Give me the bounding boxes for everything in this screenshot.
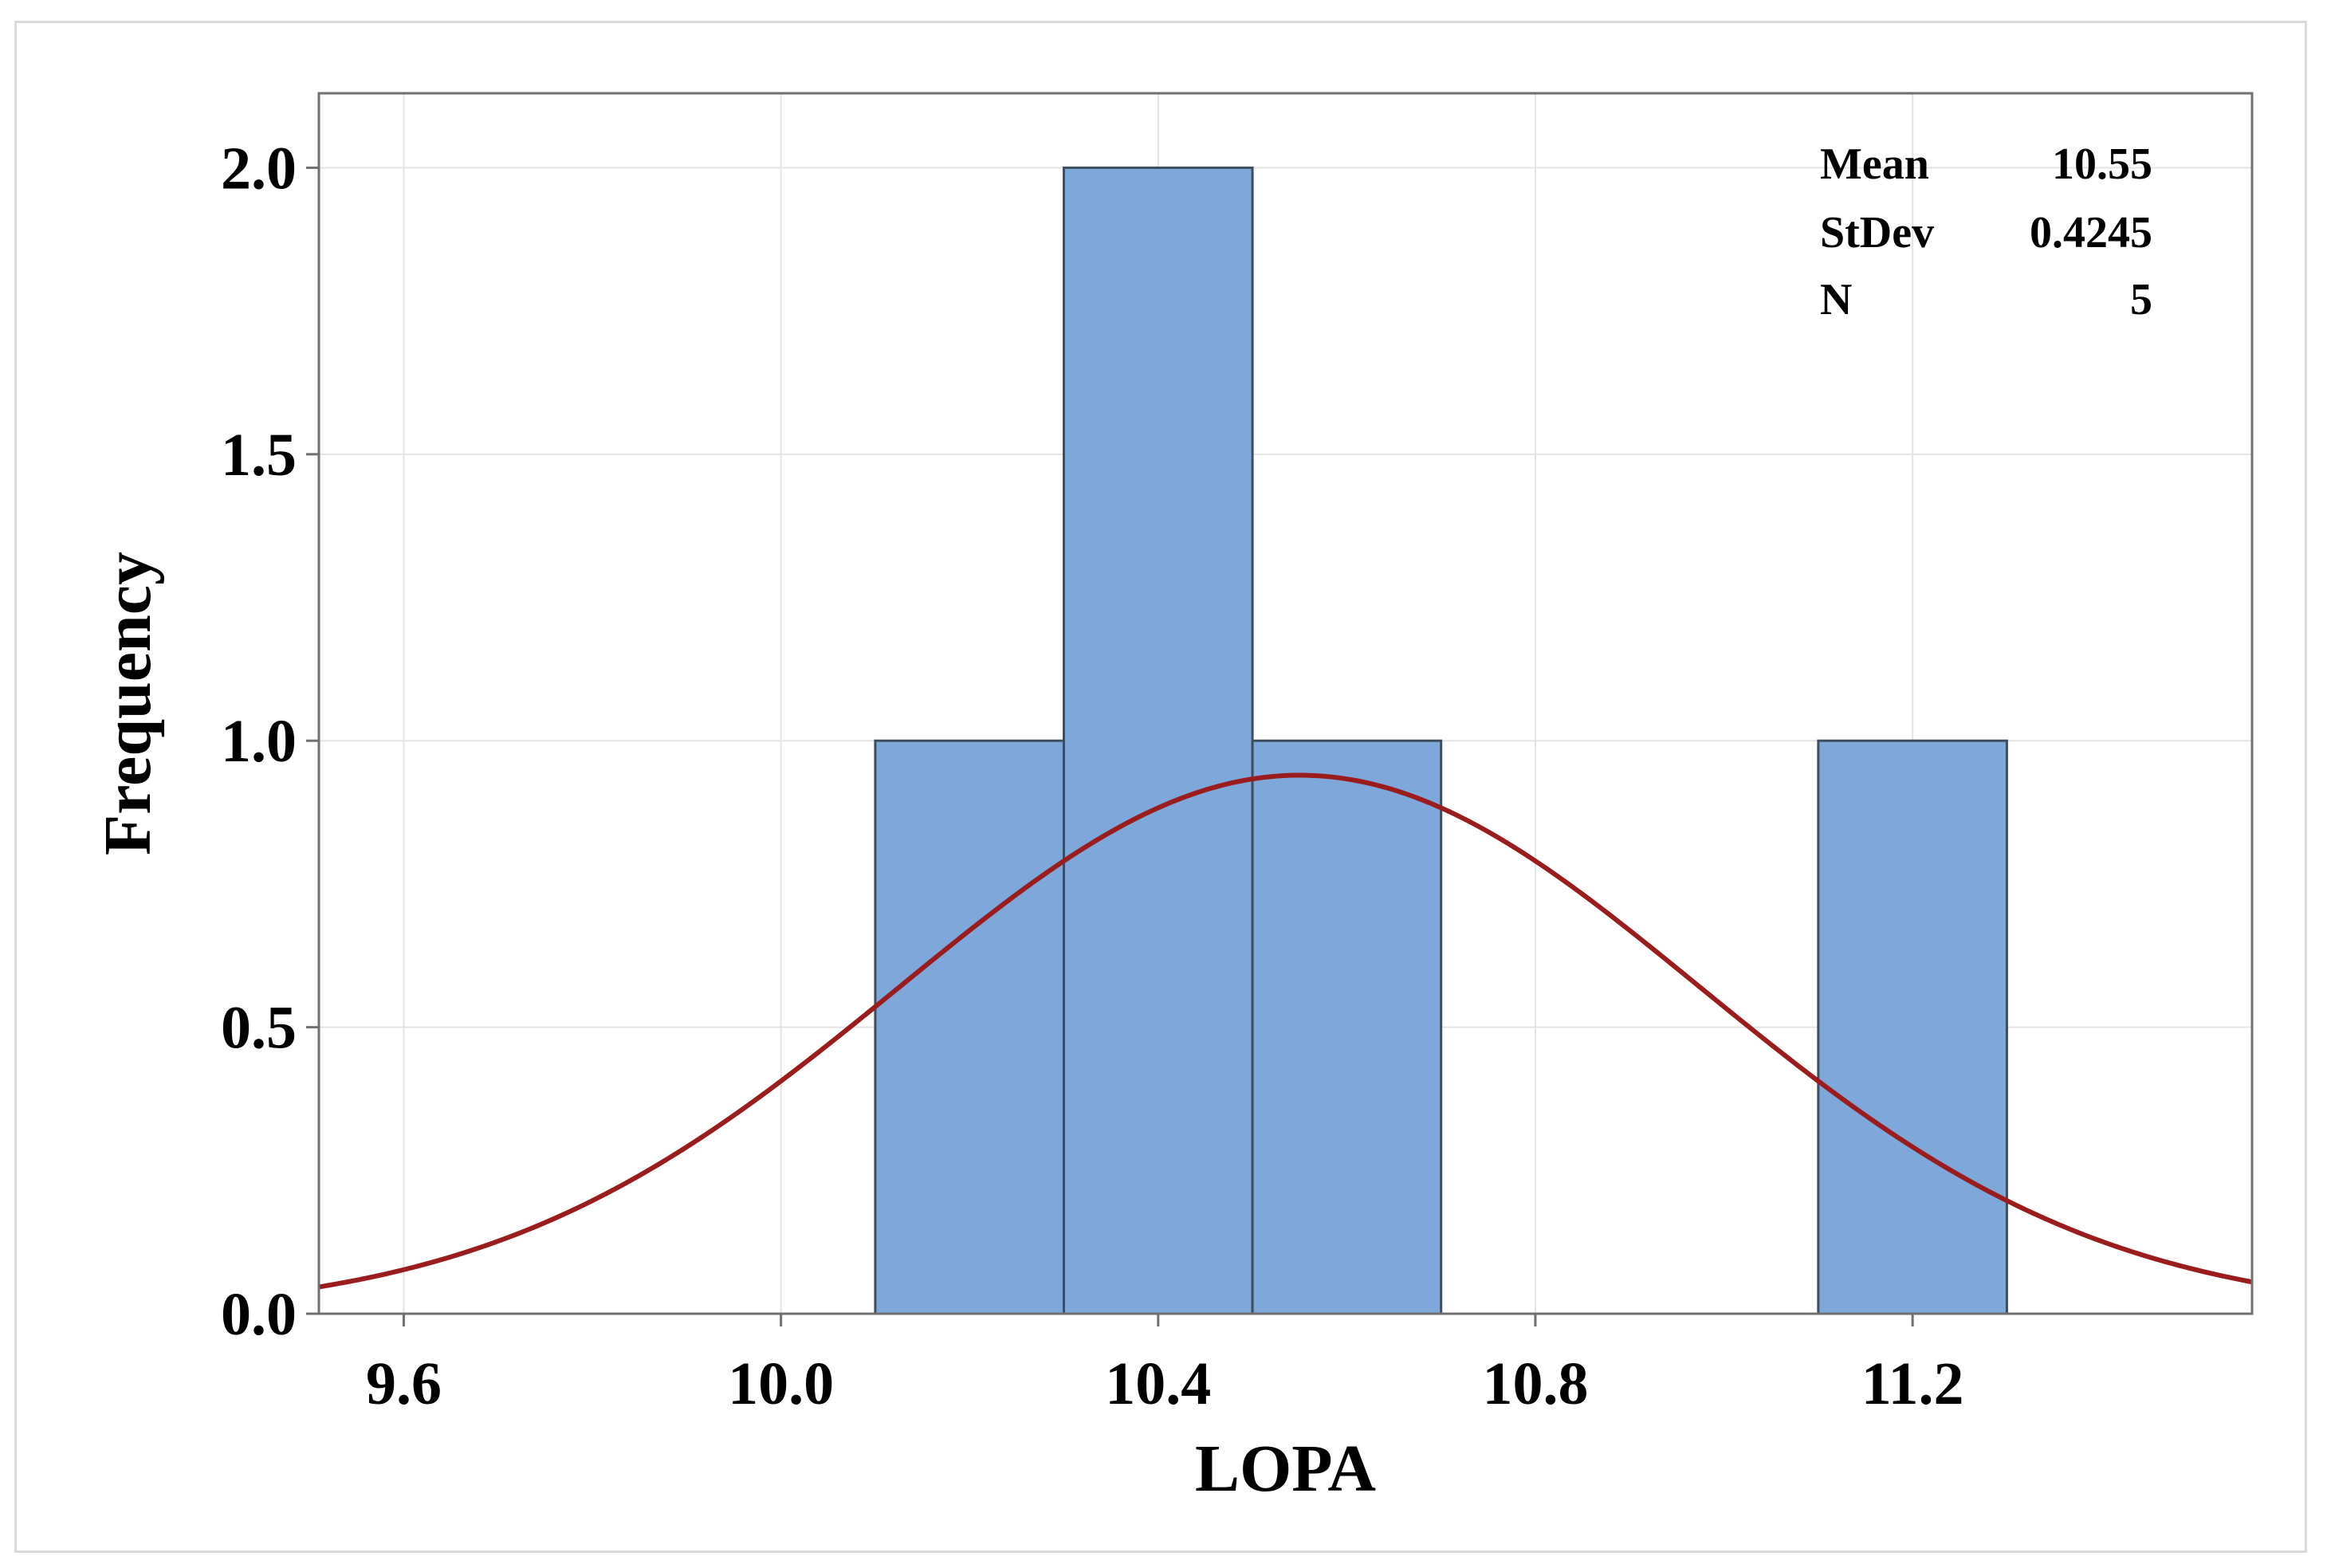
x-tick-label-3: 10.8 [1482,1350,1588,1417]
x-axis-title: LOPA [1195,1432,1376,1506]
stats-box: Mean 10.55 StDev 0.4245 N 5 [1820,140,2152,324]
x-tick-label-0: 9.6 [366,1350,442,1417]
y-tick-label-1: 0.5 [221,995,297,1062]
stat-value-mean: 10.55 [2052,140,2152,189]
x-tick-label-2: 10.4 [1105,1350,1211,1417]
bars-layer [874,166,2008,1315]
curve-layer [318,772,2253,1290]
normal-fit-curve [318,772,2253,1290]
x-axis-ticks: 9.6 10.0 10.4 10.8 11.2 [366,1314,1964,1417]
stat-value-n: 5 [2130,275,2152,324]
stat-value-stdev: 0.4245 [2030,208,2152,257]
histogram-bar-5 [1817,739,2008,1315]
plot-area-border [317,92,2254,1315]
y-tick-label-2: 1.0 [221,708,297,775]
histogram-bar-0 [874,739,1066,1315]
y-tick-label-4: 2.0 [221,135,297,202]
stat-label-mean: Mean [1820,140,1929,189]
y-axis-title: Frequency [91,552,165,855]
y-tick-label-3: 1.5 [221,422,297,489]
histogram-bar-1 [1063,166,1254,1315]
stat-label-n: N [1820,275,1852,324]
stat-label-stdev: StDev [1820,208,1934,257]
x-tick-label-1: 10.0 [728,1350,834,1417]
histogram-bar-2 [1251,739,1443,1315]
y-axis-ticks: 0.0 0.5 1.0 1.5 2.0 [221,135,319,1348]
y-tick-label-0: 0.0 [221,1281,297,1348]
x-tick-label-4: 11.2 [1861,1350,1964,1417]
